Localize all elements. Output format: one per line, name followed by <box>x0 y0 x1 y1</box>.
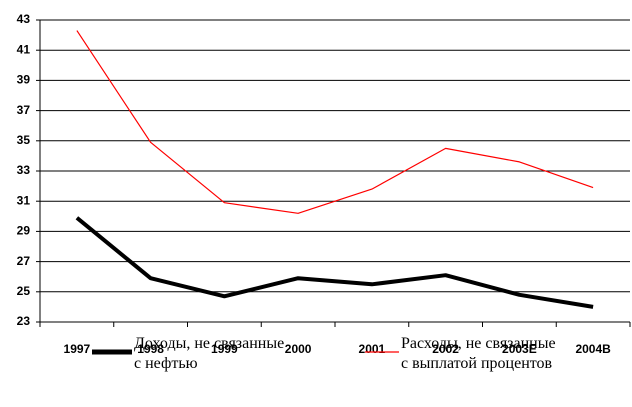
legend-label: Расходы, не связанные с выплатой процент… <box>401 335 556 372</box>
y-tick-label: 25 <box>17 284 31 298</box>
x-tick-label: 1998 <box>137 342 164 356</box>
legend-label: Доходы, не связанные с нефтью <box>134 335 285 372</box>
series-line <box>75 216 594 309</box>
x-tick-label: 2004B <box>575 342 611 356</box>
y-tick-label: 43 <box>17 12 31 26</box>
x-tick-label: 2001 <box>359 342 386 356</box>
x-tick-label: 1997 <box>64 342 91 356</box>
y-tick-label: 37 <box>17 103 31 117</box>
y-tick-label: 41 <box>17 42 31 56</box>
y-tick-label: 35 <box>17 133 31 147</box>
y-tick-label: 23 <box>17 314 31 328</box>
x-tick-label: 2003E <box>502 342 537 356</box>
y-tick-label: 33 <box>17 163 31 177</box>
y-tick-label: 27 <box>17 254 31 268</box>
series-line <box>76 30 594 214</box>
y-tick-label: 31 <box>17 193 31 207</box>
y-tick-label: 29 <box>17 224 31 238</box>
x-tick-label: 2000 <box>285 342 312 356</box>
x-tick-label: 2002 <box>432 342 459 356</box>
y-tick-label: 39 <box>17 73 31 87</box>
x-tick-label: 1999 <box>211 342 238 356</box>
